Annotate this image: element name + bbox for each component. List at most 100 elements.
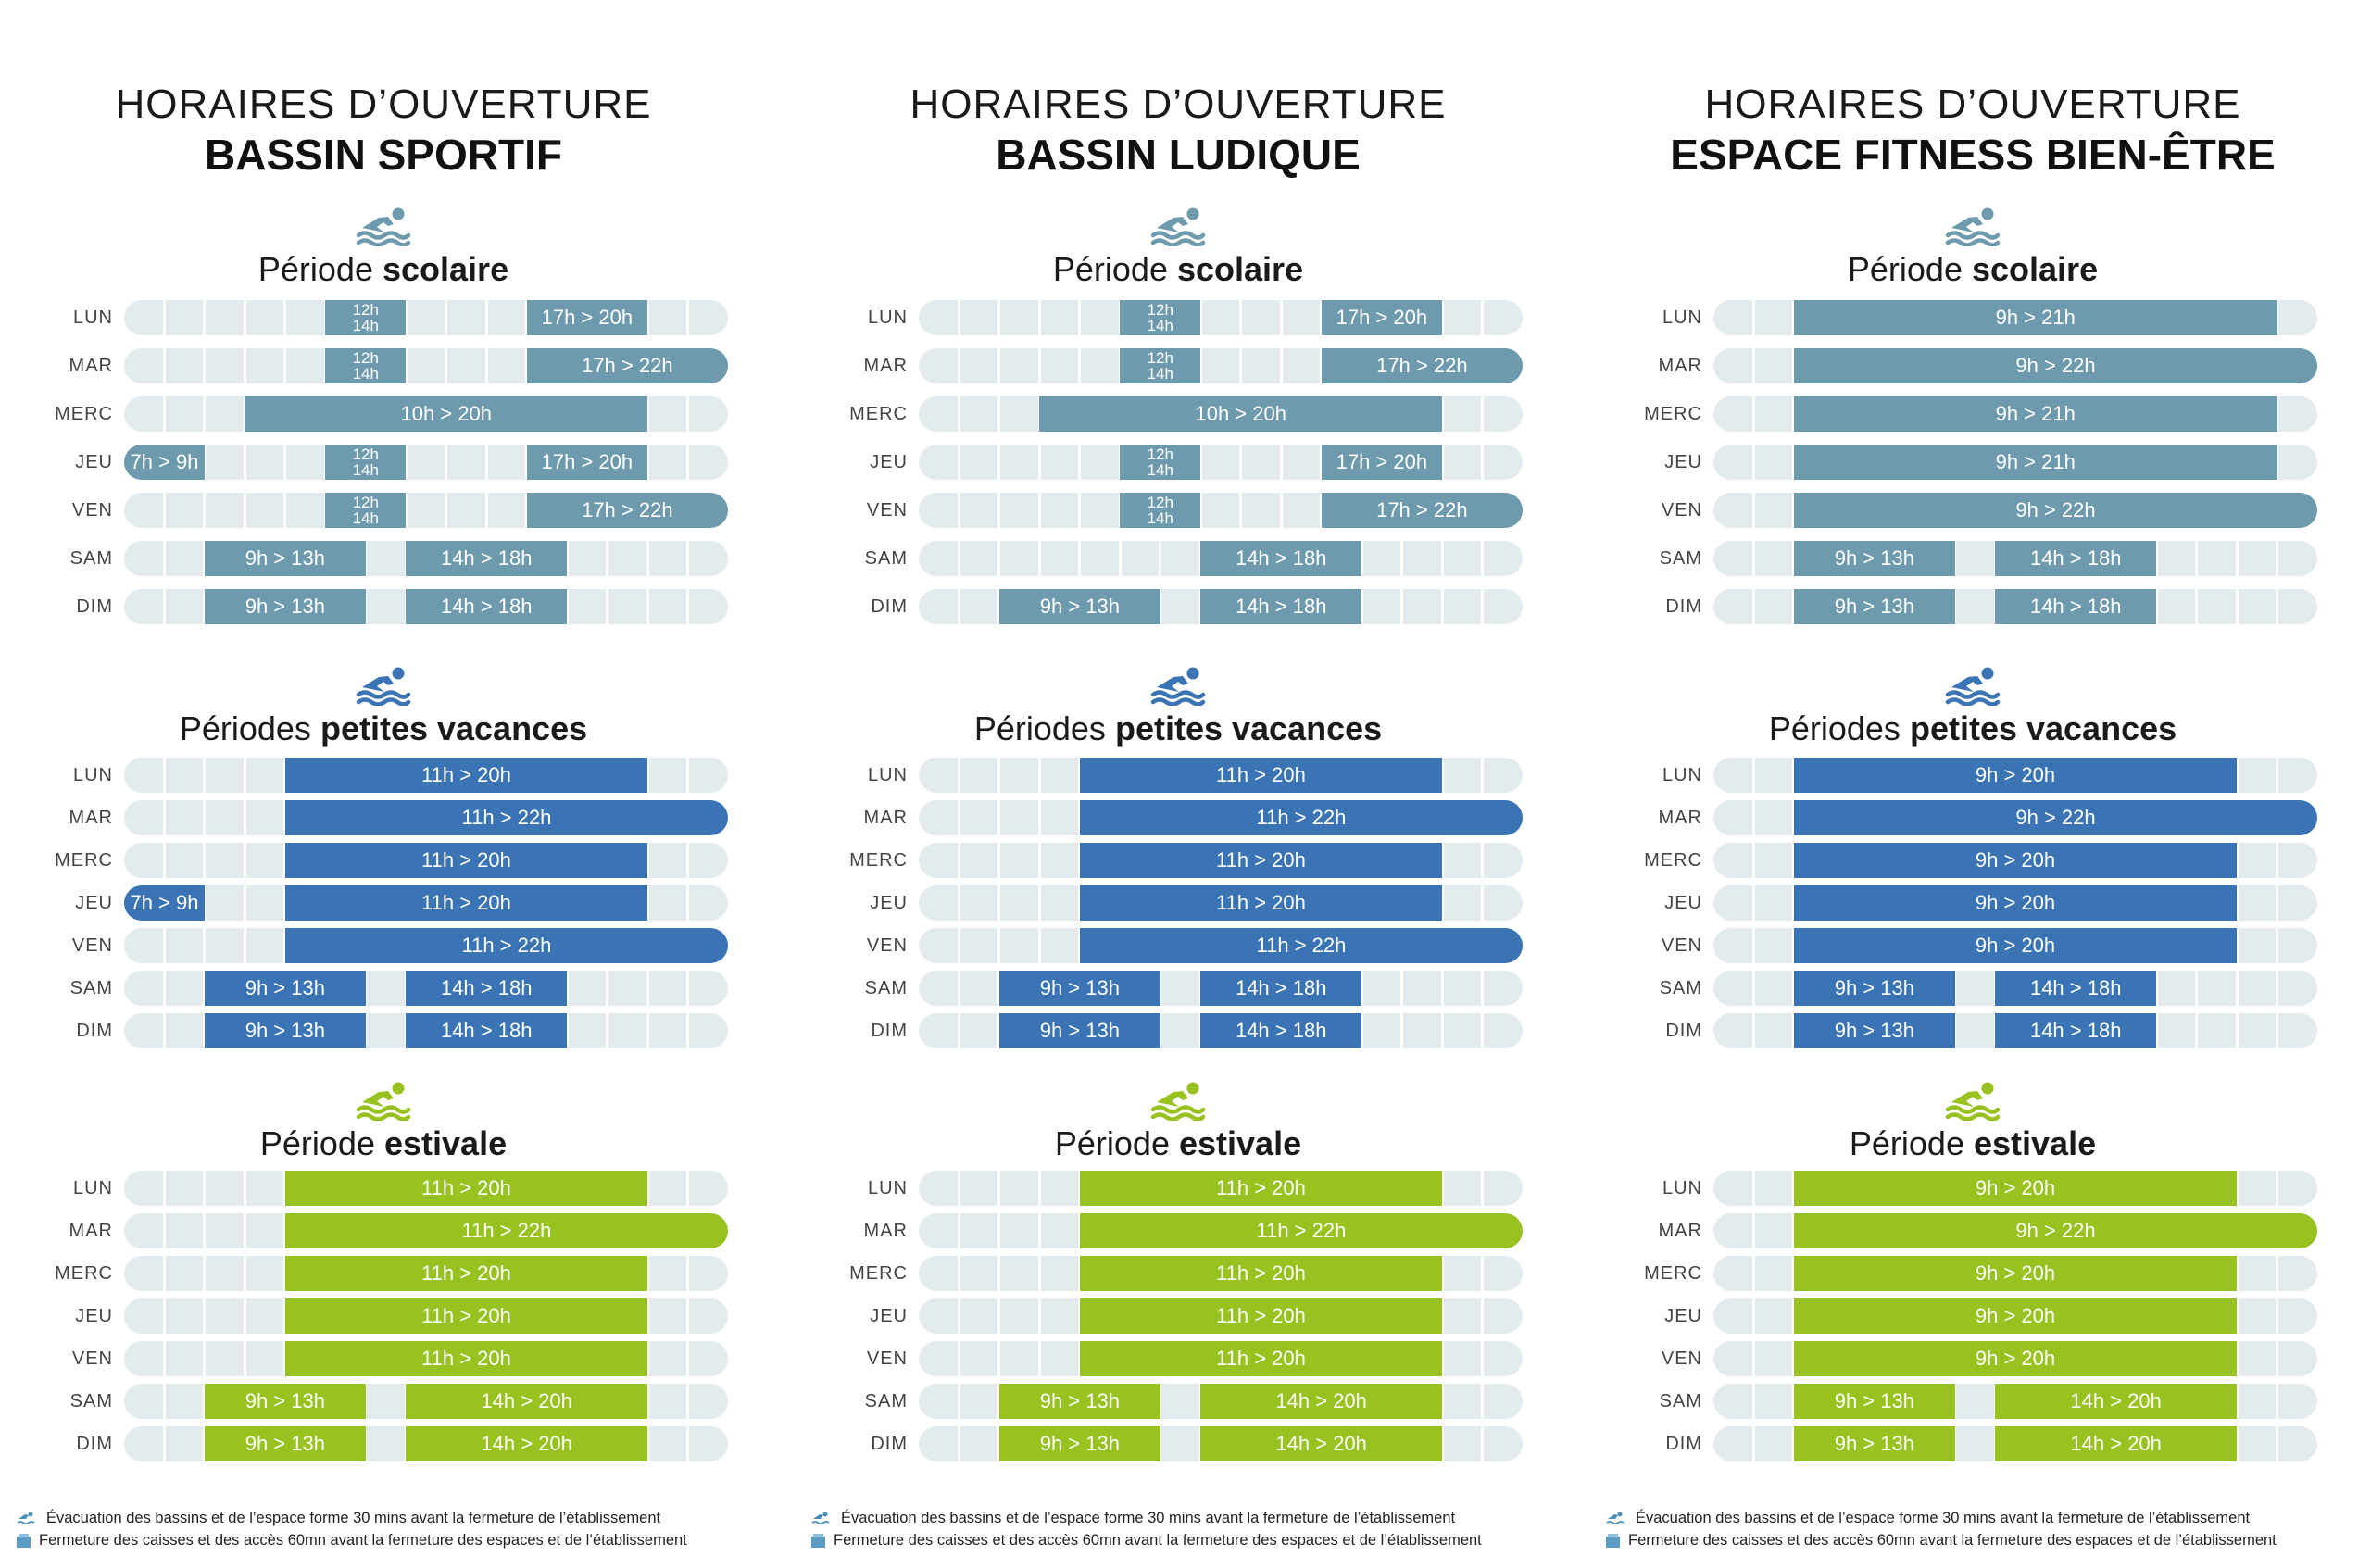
swimmer-icon xyxy=(1149,1080,1207,1122)
hour-divider xyxy=(1360,589,1363,624)
opening-hours-bar: 9h > 20h xyxy=(1793,1298,2238,1334)
bar-label: 9h > 20h xyxy=(1975,891,2056,914)
bar-label: 9h > 13h xyxy=(245,1019,325,1042)
hour-divider xyxy=(957,1426,960,1461)
hour-divider xyxy=(997,1298,1001,1334)
day-label: SAM xyxy=(1659,548,1702,569)
opening-hours-bar: 14h > 18h xyxy=(1995,541,2157,576)
day-label: MAR xyxy=(69,808,113,828)
hour-divider xyxy=(957,1384,960,1419)
opening-hours-bar: 14h > 20h xyxy=(1995,1384,2238,1419)
hour-divider xyxy=(1440,1298,1444,1334)
hour-divider xyxy=(646,1013,649,1048)
schedule-track: 9h > 20h xyxy=(1713,1256,2317,1291)
hour-divider xyxy=(646,300,649,335)
hour-divider xyxy=(1279,300,1283,335)
hour-divider xyxy=(404,445,408,480)
hour-divider xyxy=(1037,1341,1041,1376)
hour-divider xyxy=(1440,758,1444,793)
swimmer-icon xyxy=(1149,665,1207,707)
hour-divider xyxy=(686,971,690,1006)
schedule-track: 11h > 22h xyxy=(919,928,1523,963)
opening-hours-bar: 14h > 18h xyxy=(406,589,568,624)
day-label: VEN xyxy=(866,935,908,956)
hour-divider xyxy=(2195,971,2199,1006)
hour-divider xyxy=(646,971,649,1006)
schedule-track: 9h > 13h 14h > 20h xyxy=(1713,1426,2317,1461)
schedule-track: 9h > 22h xyxy=(1713,800,2317,835)
opening-hours-bar: 9h > 13h xyxy=(998,1426,1160,1461)
bar-label: 14h > 18h xyxy=(440,1019,533,1042)
day-label: JEU xyxy=(75,1306,113,1326)
hour-divider xyxy=(1037,800,1041,835)
hour-divider xyxy=(2276,885,2279,921)
opening-hours-bar: 14h > 18h xyxy=(1995,1013,2157,1048)
day-label: DIM xyxy=(871,1434,908,1454)
period-title-prefix: Période xyxy=(1847,250,1963,288)
hour-divider xyxy=(162,1384,166,1419)
period-title: Périodes petites vacances xyxy=(4,709,763,748)
bar-label: 11h > 20h xyxy=(421,848,511,872)
opening-hours-bar: 14h > 18h xyxy=(1200,971,1362,1006)
hour-divider xyxy=(997,396,1001,432)
hour-divider xyxy=(2276,1384,2279,1419)
period-title-bold: petites vacances xyxy=(1909,709,2177,747)
hour-divider xyxy=(1159,1384,1162,1419)
day-label: MERC xyxy=(1644,850,1702,871)
day-label: DIM xyxy=(1665,1021,1702,1041)
bar-label: 11h > 22h xyxy=(1256,1219,1347,1242)
swimmer-icon xyxy=(1944,665,2001,707)
bar-label-end: 14h xyxy=(1147,461,1173,479)
day-label: SAM xyxy=(864,548,908,569)
hour-divider xyxy=(162,1213,166,1248)
opening-hours-bar: 14h > 20h xyxy=(1995,1426,2238,1461)
opening-hours-bar: 9h > 20h xyxy=(1793,928,2238,963)
bar-label: 9h > 21h xyxy=(1995,306,2076,329)
hour-divider xyxy=(1198,493,1202,528)
schedule-track: 11h > 20h xyxy=(919,843,1523,878)
bar-label: 11h > 22h xyxy=(1256,806,1347,829)
opening-hours-bar: 11h > 20h xyxy=(284,1171,648,1206)
opening-hours-bar: 14h > 18h xyxy=(406,1013,568,1048)
period-title-bold: scolaire xyxy=(1972,250,2099,288)
hour-divider xyxy=(162,971,166,1006)
day-label: MAR xyxy=(1658,356,1702,376)
hour-divider xyxy=(1037,885,1041,921)
hour-divider xyxy=(1751,445,1755,480)
hour-divider xyxy=(1751,589,1755,624)
hour-divider xyxy=(997,1256,1001,1291)
schedule-track: 9h > 13h 14h > 18h xyxy=(919,589,1523,624)
schedule-track: 14h > 18h xyxy=(919,541,1523,576)
period-title-prefix: Périodes xyxy=(179,709,311,747)
schedule-track: 9h > 13h 14h > 18h xyxy=(124,971,728,1006)
schedule-track: 9h > 20h xyxy=(1713,758,2317,793)
hour-divider xyxy=(997,1171,1001,1206)
hour-divider xyxy=(203,445,207,480)
day-label: VEN xyxy=(1661,935,1702,956)
hour-divider xyxy=(162,1426,166,1461)
schedule-track: 11h > 20h xyxy=(124,843,728,878)
period-title: Période scolaire xyxy=(4,250,763,289)
period-title: Période scolaire xyxy=(798,250,1558,289)
hour-divider xyxy=(1751,300,1755,335)
hour-divider xyxy=(1078,348,1082,383)
hour-divider xyxy=(364,971,368,1006)
hour-divider xyxy=(1953,971,1957,1006)
hour-divider xyxy=(1751,541,1755,576)
hour-divider xyxy=(2235,1171,2239,1206)
hour-divider xyxy=(1198,348,1202,383)
bar-label: 9h > 13h xyxy=(1834,1019,1914,1042)
hour-divider xyxy=(1751,1426,1755,1461)
day-label: MERC xyxy=(849,404,908,424)
hour-divider xyxy=(2276,971,2279,1006)
opening-hours-bar: 14h > 18h xyxy=(406,541,568,576)
hour-divider xyxy=(2195,589,2199,624)
bar-label: 14h > 18h xyxy=(2029,546,2122,570)
bar-label: 14h > 20h xyxy=(2070,1432,2162,1455)
opening-hours-bar: 11h > 20h xyxy=(1079,1298,1443,1334)
day-label: SAM xyxy=(1659,1391,1702,1411)
hour-divider xyxy=(686,445,690,480)
day-label: SAM xyxy=(1659,978,1702,998)
hour-divider xyxy=(203,348,207,383)
bar-label: 14h > 18h xyxy=(440,546,533,570)
